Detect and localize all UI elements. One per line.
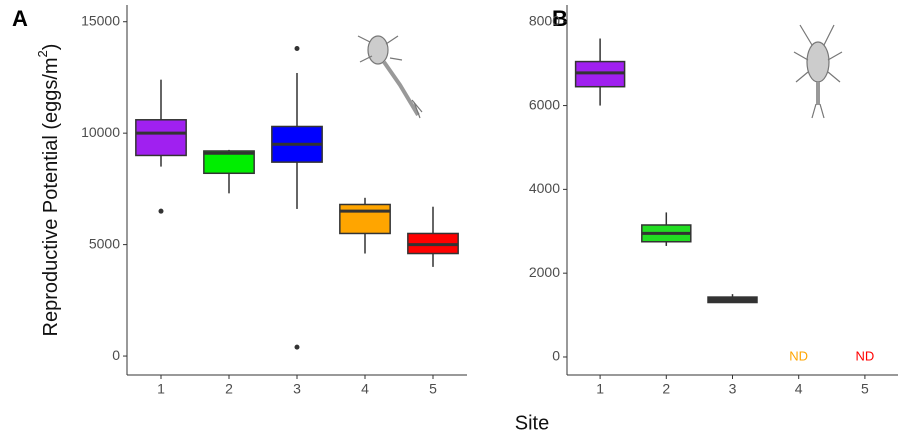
- y-axis-label: Reproductive Potential (eggs/m2): [35, 44, 62, 337]
- y-tick-label: 15000: [81, 12, 120, 28]
- y-tick-label: 6000: [529, 96, 560, 112]
- x-tick-label: 3: [729, 381, 737, 397]
- panel: B 0 2000 4000 6000 8000 1 2 3 4 ND 5 ND: [529, 5, 898, 397]
- x-axis-label: Site: [515, 412, 549, 433]
- panel-label: B: [552, 6, 568, 31]
- y-tick-label: 4000: [529, 180, 560, 196]
- x-tick-label: 1: [596, 381, 604, 397]
- outlier: [294, 344, 300, 350]
- y-tick-label: 0: [112, 347, 120, 363]
- outlier: [294, 45, 300, 51]
- insect-illustration: [357, 35, 423, 119]
- panel-label: A: [12, 6, 28, 31]
- panel: A 0 5000 10000 15000 Reproductive Potential (…: [12, 5, 467, 397]
- x-tick-label: 2: [662, 381, 670, 397]
- y-axis-label-part: ): [40, 44, 62, 51]
- x-tick-label: 1: [157, 381, 165, 397]
- box: [135, 119, 187, 157]
- insect-illustration: [793, 24, 843, 119]
- y-axis-label-part: 2: [35, 50, 50, 57]
- y-tick-label: 0: [552, 348, 560, 364]
- y-tick-label: 2000: [529, 264, 560, 280]
- x-tick-label: 4: [795, 381, 803, 397]
- x-tick-label: 5: [861, 381, 869, 397]
- value-label: ND: [856, 348, 875, 363]
- y-axis-label-part: Reproductive Potential (eggs/m: [40, 57, 62, 336]
- x-tick-label: 3: [293, 381, 301, 397]
- outlier: [158, 208, 164, 214]
- x-tick-label: 2: [225, 381, 233, 397]
- y-tick-label: 10000: [81, 124, 120, 140]
- y-tick-label: 5000: [89, 235, 120, 251]
- x-tick-label: 5: [429, 381, 437, 397]
- value-label: ND: [789, 348, 808, 363]
- x-tick-label: 4: [361, 381, 369, 397]
- box: [203, 150, 255, 175]
- y-tick-label: 8000: [529, 12, 560, 28]
- box: [339, 203, 391, 235]
